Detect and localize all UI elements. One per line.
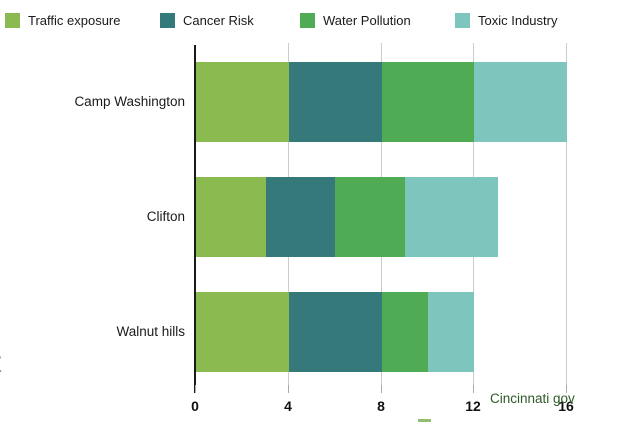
clipped-bottom-mark (418, 419, 431, 422)
clipped-text-fragment: t (0, 346, 1, 380)
bar-segment-cancer-risk (288, 62, 382, 142)
x-tick-label-0: 0 (191, 398, 199, 414)
legend-label: Toxic Industry (478, 12, 558, 28)
category-label-camp-washington: Camp Washington (74, 94, 185, 109)
legend-swatch-icon (300, 12, 315, 28)
legend-label: Cancer Risk (183, 12, 254, 28)
axis-tick-12 (473, 385, 474, 393)
legend-label: Traffic exposure (28, 12, 121, 28)
legend-swatch-icon (455, 12, 470, 28)
bar-segment-cancer-risk (265, 177, 336, 257)
bar-segment-water-pollution (335, 177, 405, 257)
bar-segment-cancer-risk (288, 292, 382, 372)
x-tick-label-16: 16 (558, 398, 574, 414)
x-tick-label-4: 4 (284, 398, 292, 414)
legend-item-cancer-risk[interactable]: Cancer Risk (160, 12, 254, 28)
bar-segment-water-pollution (381, 62, 475, 142)
legend-swatch-icon (160, 12, 175, 28)
bar-segment-water-pollution (381, 292, 428, 372)
bar-segment-toxic-industry (427, 292, 475, 372)
legend-item-traffic-exposure[interactable]: Traffic exposure (5, 12, 121, 28)
bar-segment-traffic-exposure (196, 177, 266, 257)
x-tick-label-8: 8 (377, 398, 385, 414)
source-link-cincinnati-gov[interactable]: Cincinnati gov (490, 391, 575, 406)
bar-segment-toxic-industry (404, 177, 498, 257)
axis-tick-8 (381, 385, 382, 393)
bar-row-walnut-hills (196, 292, 475, 372)
axis-tick-16 (566, 385, 567, 393)
x-tick-label-12: 12 (465, 398, 481, 414)
axis-tick-0 (195, 385, 196, 393)
category-label-clifton: Clifton (146, 209, 185, 224)
legend-swatch-icon (5, 12, 20, 28)
legend-item-toxic-industry[interactable]: Toxic Industry (455, 12, 557, 28)
axis-tick-4 (288, 385, 289, 393)
bar-segment-toxic-industry (474, 62, 568, 142)
bar-segment-traffic-exposure (196, 62, 289, 142)
gridline-x-16 (566, 43, 567, 385)
bar-row-camp-washington (196, 62, 568, 142)
y-axis-line (194, 45, 196, 393)
legend-item-water-pollution[interactable]: Water Pollution (300, 12, 411, 28)
category-label-walnut-hills: Walnut hills (116, 324, 185, 339)
legend-label: Water Pollution (323, 12, 411, 28)
bar-row-clifton (196, 177, 498, 257)
bar-segment-traffic-exposure (196, 292, 289, 372)
